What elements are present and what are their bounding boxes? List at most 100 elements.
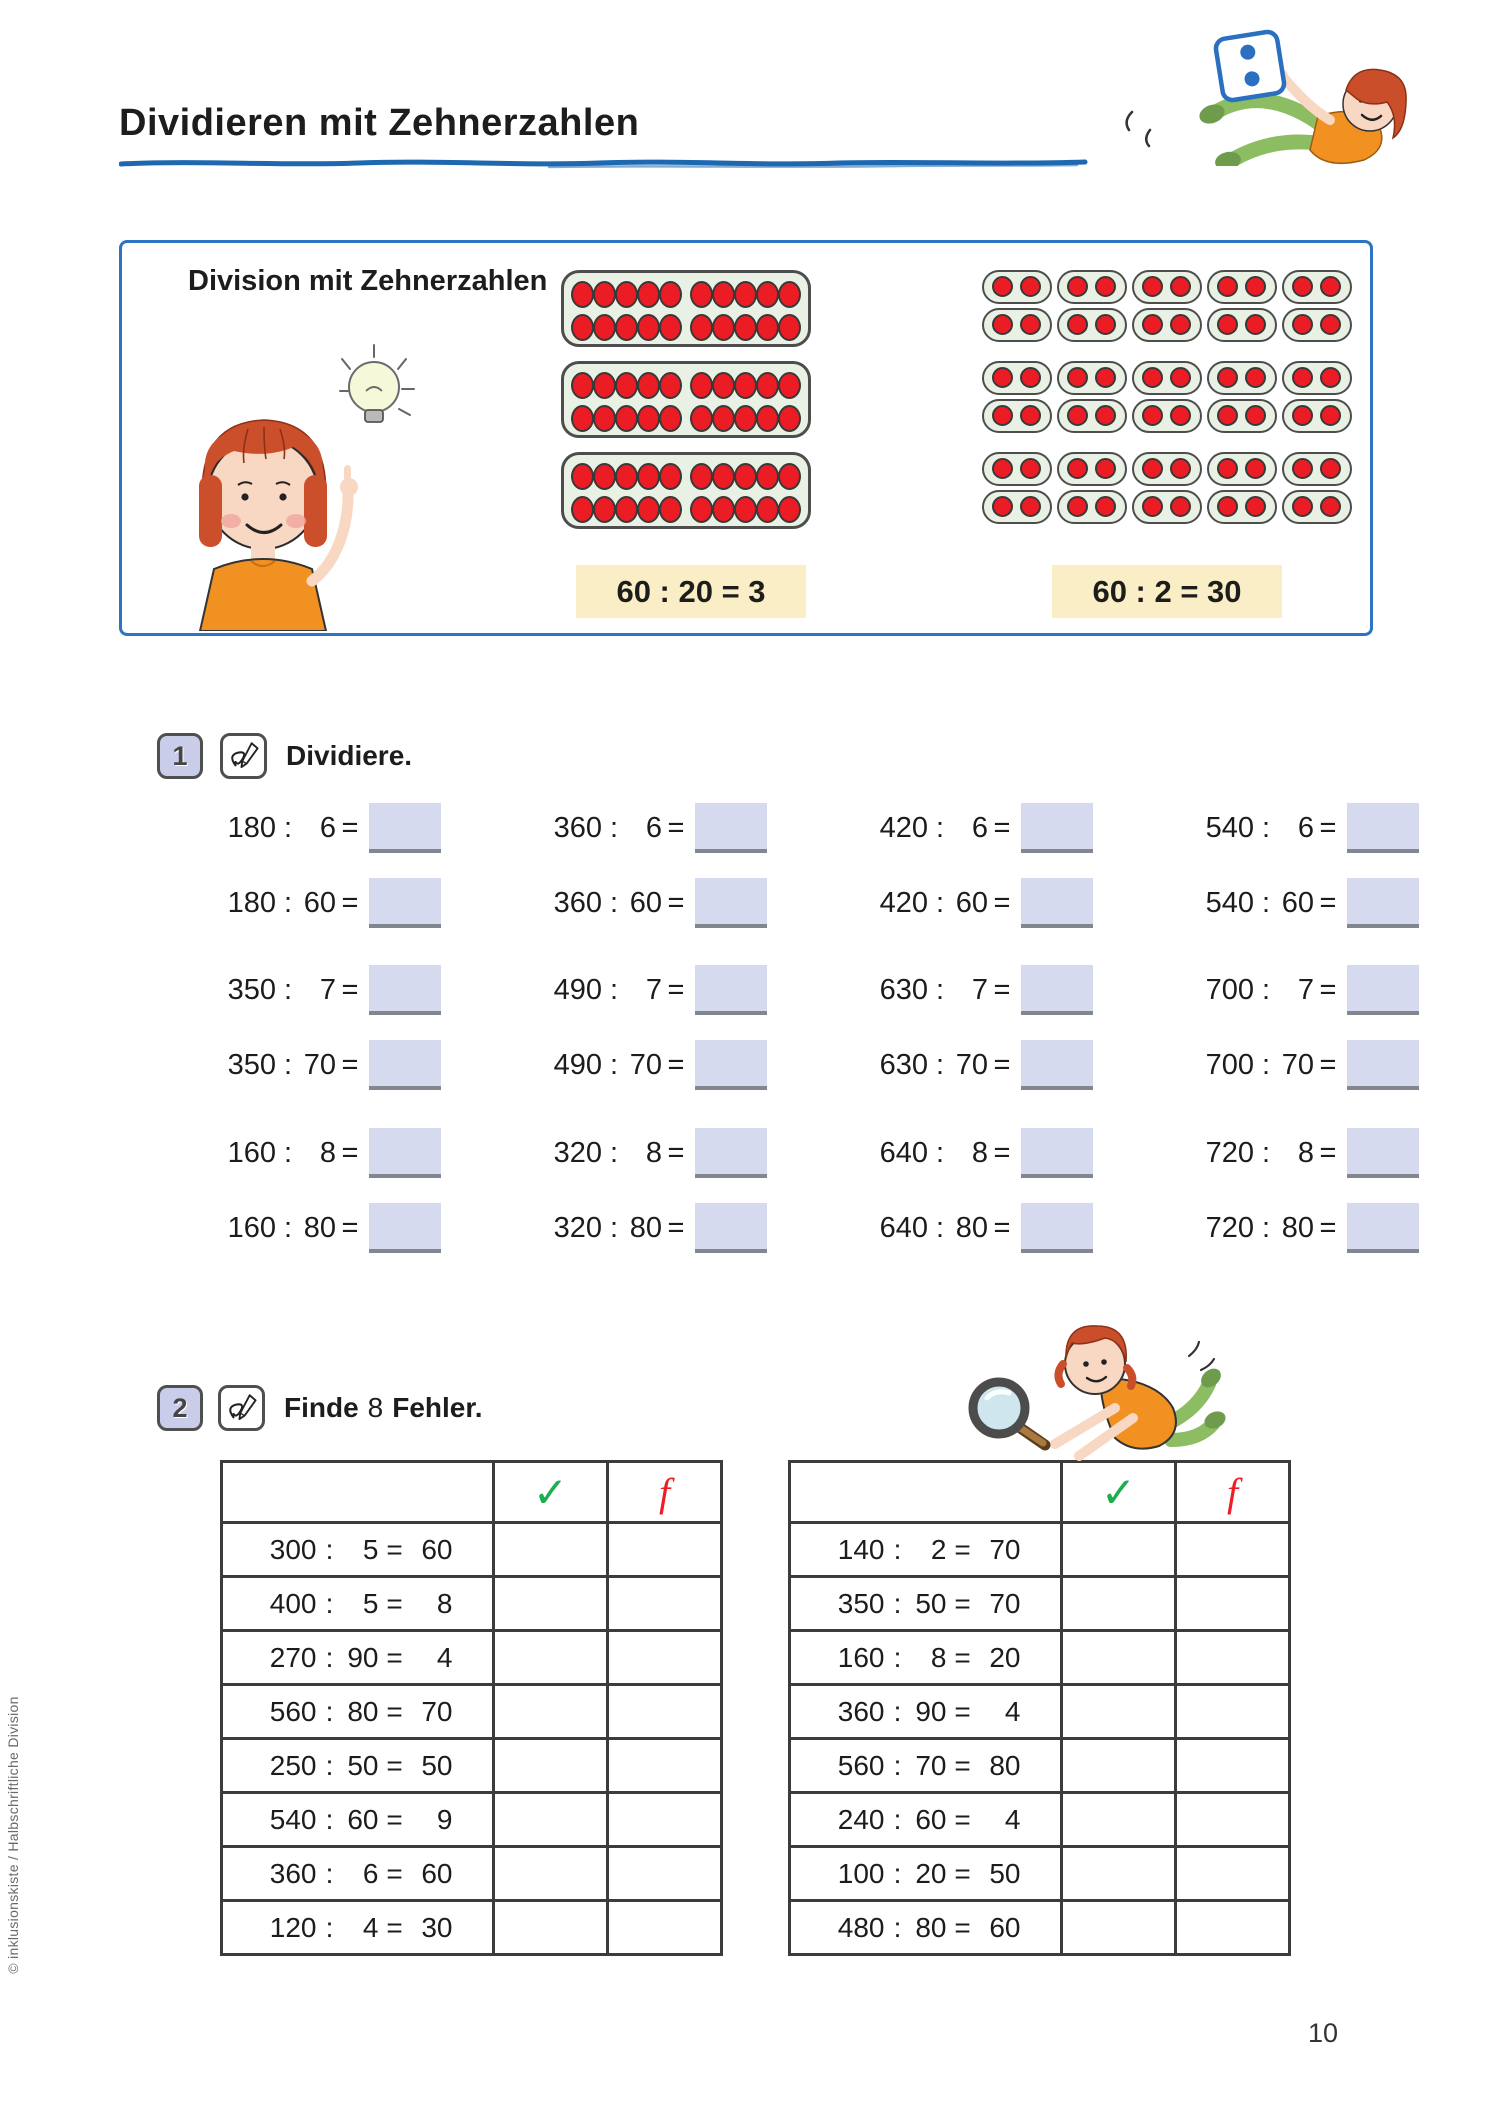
divide-sign: : [609,1136,619,1169]
divide-sign: : [1261,886,1271,919]
answer-box[interactable] [1347,803,1419,853]
answer-box[interactable] [1347,1128,1419,1178]
false-cell[interactable] [606,1683,723,1740]
answer-box[interactable] [1021,1203,1093,1253]
red-counter-dot [659,405,682,432]
false-cell[interactable] [606,1899,723,1956]
equation: 400:5 = 8 [223,1588,492,1620]
check-cell[interactable] [492,1737,609,1794]
equals-sign: = [341,1211,359,1244]
dividend: 300 [269,1533,317,1565]
divide-sign: : [325,1641,334,1673]
answer-box[interactable] [369,1040,441,1090]
false-cell[interactable] [1174,1845,1291,1902]
answer-box[interactable] [369,965,441,1015]
red-counter-dot [712,314,735,341]
equals-sign: = [954,1803,971,1835]
red-counter-dot [1095,404,1116,426]
answer-box[interactable] [369,878,441,928]
false-cell[interactable] [606,1575,723,1632]
answer-box[interactable] [1347,1203,1419,1253]
false-cell[interactable] [606,1737,723,1794]
answer-box[interactable] [1021,1040,1093,1090]
false-cell[interactable] [606,1845,723,1902]
answer-box[interactable] [695,1128,767,1178]
equals-sign: = [667,973,685,1006]
check-cell[interactable] [1060,1683,1177,1740]
red-counter-dot [637,314,660,341]
red-counter-dot [734,314,757,341]
divide-sign: : [893,1803,902,1835]
divide-sign: : [325,1749,334,1781]
division-problem: 640:80 = [872,1203,1102,1253]
false-cell[interactable] [1174,1575,1291,1632]
check-cell[interactable] [492,1845,609,1902]
check-cell[interactable] [1060,1629,1177,1686]
check-cell[interactable] [1060,1899,1177,1956]
red-counter-dot [1142,404,1163,426]
check-cell[interactable] [1060,1845,1177,1902]
check-cell[interactable] [1060,1791,1177,1848]
red-counter-dot [1292,366,1313,388]
check-cell[interactable] [492,1629,609,1686]
two-dot-capsule [1057,452,1127,486]
divisor: 80 [347,1695,379,1727]
false-cell[interactable] [1174,1683,1291,1740]
answer-box[interactable] [695,965,767,1015]
false-cell[interactable] [1174,1521,1291,1578]
answer-box[interactable] [369,803,441,853]
equation: 560:70 = 80 [791,1750,1060,1782]
equals-sign: = [386,1533,403,1565]
error-count: 8 [367,1392,384,1423]
check-cell[interactable] [1060,1521,1177,1578]
dividend: 480 [837,1911,885,1943]
dividend: 720 [1205,1211,1254,1244]
red-counter-dot [756,281,779,308]
division-problem: 350:70 = [220,1040,450,1090]
false-cell[interactable] [1174,1737,1291,1794]
red-counter-dot [593,372,616,399]
check-cell[interactable] [492,1575,609,1632]
divisor: 80 [629,1211,662,1244]
check-cell[interactable] [492,1899,609,1956]
red-counter-dot [690,496,713,523]
answer-box[interactable] [1347,878,1419,928]
false-cell[interactable] [1174,1629,1291,1686]
equation: 250:50 = 50 [223,1750,492,1782]
check-cell[interactable] [492,1521,609,1578]
dividend: 700 [1205,973,1254,1006]
false-cell[interactable] [606,1629,723,1686]
answer-box[interactable] [695,1203,767,1253]
divide-sign: : [325,1803,334,1835]
false-cell[interactable] [1174,1791,1291,1848]
answer-box[interactable] [369,1203,441,1253]
answer-box[interactable] [1347,1040,1419,1090]
answer-box[interactable] [695,878,767,928]
red-counter-dot [1320,366,1341,388]
dividend: 180 [227,886,276,919]
table-row: 560:80 = 70 [220,1683,723,1740]
false-cell[interactable] [1174,1899,1291,1956]
false-cell[interactable] [606,1791,723,1848]
red-counter-dot [637,496,660,523]
check-cell[interactable] [1060,1737,1177,1794]
answer-box[interactable] [1021,878,1093,928]
check-cell[interactable] [492,1683,609,1740]
check-cell[interactable] [492,1791,609,1848]
answer-box[interactable] [1021,965,1093,1015]
false-cell[interactable] [606,1521,723,1578]
equation-cell: 360:6 = 60 [220,1845,495,1902]
red-counter-dot [571,405,594,432]
answer-box[interactable] [369,1128,441,1178]
answer-box[interactable] [1347,965,1419,1015]
check-cell[interactable] [1060,1575,1177,1632]
answer-box[interactable] [695,1040,767,1090]
answer-box[interactable] [1021,803,1093,853]
red-counter-dot [1142,366,1163,388]
answer-box[interactable] [1021,1128,1093,1178]
answer-box[interactable] [695,803,767,853]
dividend: 360 [553,811,602,844]
dividend: 540 [269,1803,317,1835]
two-dot-capsule [1207,270,1277,304]
result: 60 [421,1857,453,1889]
